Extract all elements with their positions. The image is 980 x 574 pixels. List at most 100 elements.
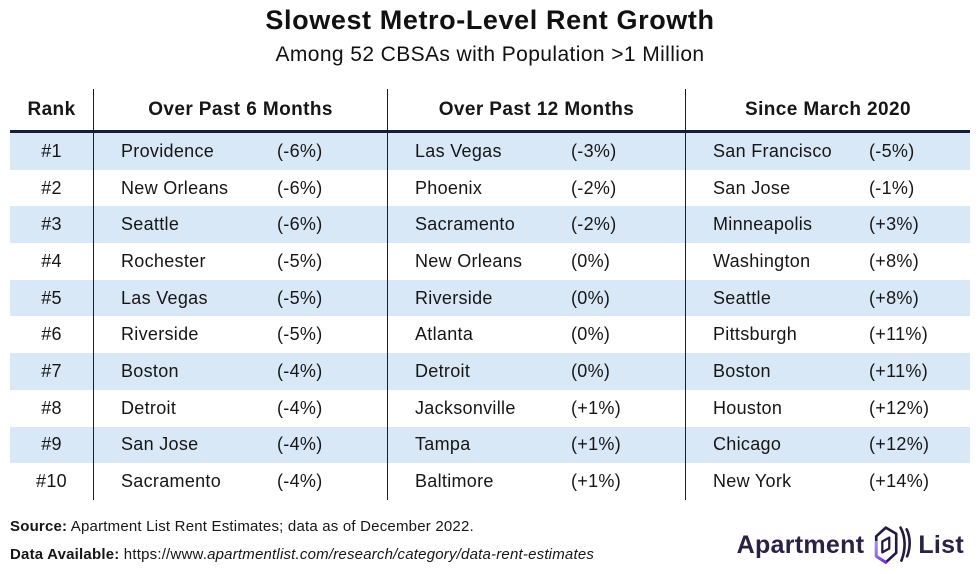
past-6-months-cell: Providence (-6%) [93,133,387,170]
rent-change-value: (-4%) [277,471,323,492]
past-12-months-cell: Sacramento (-2%) [387,206,685,244]
footer: Source: Apartment List Rent Estimates; d… [10,513,970,569]
metro-name: Chicago [713,434,782,455]
table-header-row: Rank Over Past 6 Months Over Past 12 Mon… [10,89,970,133]
rent-change-value: (0%) [571,324,611,345]
metro-name: Boston [121,360,179,381]
rank-cell: #7 [41,360,62,381]
rent-change-value: (+1%) [571,471,622,492]
table-row: #7 Boston (-4%) Detroit (0%) Boston (+11… [10,353,970,390]
metro-name: Riverside [415,287,493,308]
metro-name: New Orleans [121,177,229,198]
page-subtitle: Among 52 CBSAs with Population >1 Millio… [275,43,705,66]
rent-change-value: (+1%) [571,434,622,455]
rank-cell: #10 [36,471,67,492]
table-row: #10 Sacramento (-4%) Baltimore (+1%) New… [10,463,970,500]
rent-change-value: (+14%) [869,471,930,492]
logo-text-list: List [918,530,964,559]
past-6-months-cell: Rochester (-5%) [93,243,387,280]
rank-cell: #9 [41,434,62,455]
rent-change-value: (-3%) [571,140,617,161]
rank-cell: #2 [41,177,62,198]
rent-change-value: (+12%) [869,434,930,455]
past-6-months-cell: Sacramento (-4%) [93,463,387,500]
metro-name: Sacramento [415,214,516,235]
data-url-link[interactable]: https://www.apartmentlist.com/research/c… [119,546,594,563]
rent-change-value: (-1%) [869,177,915,198]
metro-name: Las Vegas [415,140,502,161]
source-label: Source: [10,517,68,535]
metro-name: Detroit [121,397,177,418]
column-header-since-march-2020: Since March 2020 [685,89,970,130]
past-12-months-cell: Phoenix (-2%) [387,169,685,207]
metro-name: Atlanta [415,324,474,345]
rent-change-value: (-4%) [277,360,323,381]
since-march-2020-cell: Chicago (+12%) [685,426,970,464]
since-march-2020-cell: New York (+14%) [685,463,970,500]
rent-change-value: (+3%) [869,214,920,235]
rent-change-value: (-4%) [277,434,323,455]
rank-cell: #8 [41,397,62,418]
metro-name: Minneapolis [713,214,813,235]
metro-name: Sacramento [121,471,222,492]
apartment-list-house-icon [875,526,912,564]
table-row: #8 Detroit (-4%) Jacksonville (+1%) Hous… [10,389,970,427]
since-march-2020-cell: Boston (+11%) [685,353,970,390]
data-available-label: Data Available: [10,545,120,563]
past-12-months-cell: Las Vegas (-3%) [387,133,685,170]
metro-name: Pittsburgh [713,324,798,345]
rank-cell: #6 [41,324,62,345]
page-title: Slowest Metro-Level Rent Growth [265,5,715,35]
rent-change-value: (-5%) [277,250,323,271]
past-12-months-cell: Riverside (0%) [387,279,685,317]
since-march-2020-cell: Houston (+12%) [685,389,970,427]
table-row: #3 Seattle (-6%) Sacramento (-2%) Minnea… [10,206,970,244]
data-available-line: Data Available: https://www.apartmentlis… [10,541,970,569]
column-header-rank: Rank [27,98,76,120]
rent-change-value: (+11%) [869,360,928,381]
rent-change-value: (+11%) [869,324,928,345]
since-march-2020-cell: Pittsburgh (+11%) [685,316,970,354]
metro-name: Las Vegas [121,287,208,308]
past-6-months-cell: Riverside (-5%) [93,316,387,354]
rent-change-value: (+12%) [869,397,930,418]
metro-name: San Jose [121,434,199,455]
metro-name: Seattle [121,214,180,235]
rent-change-value: (-6%) [277,140,323,161]
rent-change-value: (+8%) [869,250,920,271]
metro-name: San Francisco [713,140,832,161]
rent-change-value: (0%) [571,287,611,308]
since-march-2020-cell: Minneapolis (+3%) [685,206,970,244]
past-12-months-cell: New Orleans (0%) [387,243,685,280]
metro-name: Houston [713,397,783,418]
past-6-months-cell: Boston (-4%) [93,353,387,390]
past-6-months-cell: New Orleans (-6%) [93,169,387,207]
apartment-list-logo: Apartment List [737,524,964,566]
metro-name: Providence [121,140,215,161]
metro-name: Baltimore [415,471,494,492]
past-6-months-cell: Seattle (-6%) [93,206,387,244]
rent-change-value: (0%) [571,250,611,271]
rent-change-value: (-6%) [277,177,323,198]
metro-name: Detroit [415,360,471,381]
metro-name: San Jose [713,177,791,198]
rent-change-value: (-5%) [277,324,323,345]
rank-cell: #1 [41,140,62,161]
rent-change-value: (+8%) [869,287,920,308]
rank-cell: #3 [41,214,62,235]
past-6-months-cell: Las Vegas (-5%) [93,279,387,317]
past-6-months-cell: Detroit (-4%) [93,389,387,427]
rank-cell: #5 [41,287,62,308]
rent-growth-table: Rank Over Past 6 Months Over Past 12 Mon… [10,89,970,500]
title-block: Slowest Metro-Level Rent Growth Among 52… [0,0,980,67]
past-12-months-cell: Detroit (0%) [387,353,685,390]
metro-name: Tampa [415,434,471,455]
data-url-path: apartmentlist.com/research/category/data… [207,545,595,563]
source-text: Apartment List Rent Estimates; data as o… [67,517,474,535]
rent-change-value: (0%) [571,360,611,381]
metro-name: New Orleans [415,250,523,271]
metro-name: Rochester [121,250,206,271]
metro-name: Phoenix [415,177,483,198]
table-body: #1 Providence (-6%) Las Vegas (-3%) San … [10,133,970,500]
